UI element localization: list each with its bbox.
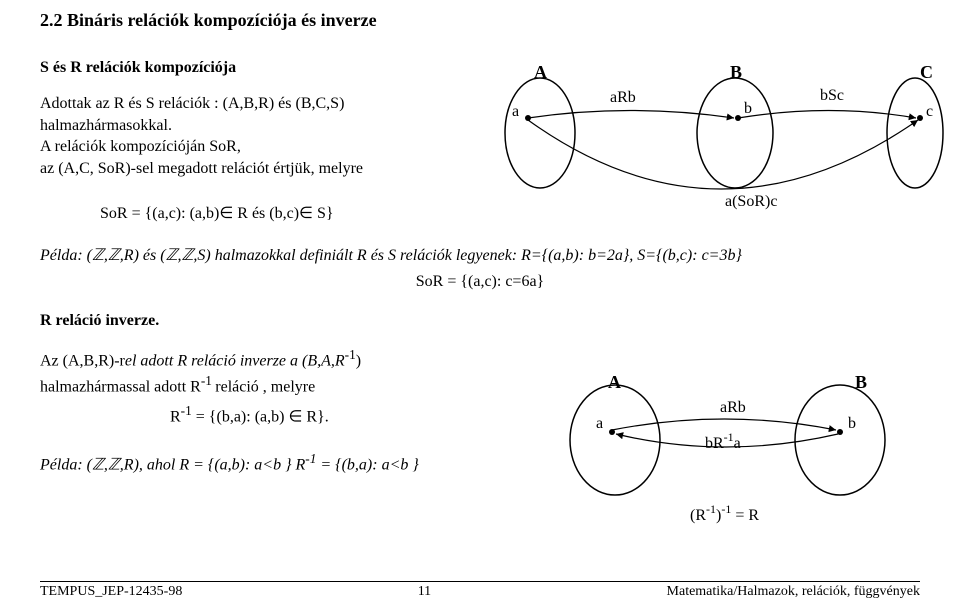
ex2-suffix: = {(b,a): a<b } [316, 456, 418, 473]
footer-center: 11 [418, 584, 431, 600]
subsection-1: S és R relációk kompozíciója [40, 59, 510, 77]
p2a-prefix: Az (A,B,R)-r [40, 352, 125, 369]
footer-right: Matematika/Halmazok, relációk, függvénye… [667, 584, 920, 600]
set-C-blob [887, 78, 943, 188]
label-aRb: aRb [610, 89, 636, 106]
page-footer: TEMPUS_JEP-12435-98 11 Matematika/Halmaz… [40, 581, 920, 600]
p2c-sup: -1 [181, 403, 192, 418]
paragraph-2b: halmazhármassal adott R-1 reláció , mely… [40, 372, 510, 398]
subsection-2: R reláció inverze. [40, 312, 920, 330]
label-aRb2: aRb [720, 399, 746, 416]
label-a: a [512, 103, 519, 120]
set-B-blob [697, 78, 773, 188]
label-a2: a [596, 415, 603, 432]
paragraph-2a: Az (A,B,R)-rel adott R reláció inverze a… [40, 346, 510, 372]
edge-aRb [528, 111, 734, 119]
label-b2: b [848, 415, 856, 432]
composition-diagram: A B C a b c aRb bSc a(SoR)c [500, 58, 940, 258]
section-heading: 2.2 Bináris relációk kompozíciója és inv… [40, 10, 920, 31]
p2b-suffix: reláció , melyre [215, 378, 315, 395]
label-B: B [730, 62, 742, 82]
example-1b: SoR = {(a,c): c=6a} [40, 271, 920, 293]
paragraph-1a: Adottak az R és S relációk : (A,B,R) és … [40, 93, 510, 115]
ex2-sup: -1 [305, 451, 316, 466]
label-bSc: bSc [820, 87, 844, 104]
ex2-prefix: Példa: (ℤ,ℤ,R), ahol R = {(a,b): a<b } R [40, 456, 305, 473]
footer-left: TEMPUS_JEP-12435-98 [40, 584, 182, 600]
edge-aSoRc [528, 120, 918, 189]
label-b: b [744, 100, 752, 117]
inverse-diagram: A B a b aRb bR-1a (R-1)-1 = R [560, 370, 910, 540]
paragraph-1c: A relációk kompozícióján SoR, [40, 136, 510, 158]
edge-aRb2 [612, 419, 836, 430]
p2b-sup: -1 [201, 373, 215, 388]
label-bRinva: bR-1a [705, 430, 741, 452]
p2a-sup: -1 [345, 347, 356, 362]
p2c-prefix: R [170, 408, 181, 425]
label-c: c [926, 103, 933, 120]
p2c-suffix: = {(b,a): (a,b) ∈ R}. [192, 408, 329, 425]
set-A-blob [505, 78, 575, 188]
label-A2: A [608, 372, 621, 392]
paragraph-1d: az (A,C, SoR)-sel megadott relációt értj… [40, 158, 510, 180]
label-C: C [920, 62, 933, 82]
label-aSoRc: a(SoR)c [725, 193, 777, 210]
p2b-prefix: halmazhármassal adott R [40, 378, 201, 395]
label-A: A [534, 62, 547, 82]
p2a-italic: el adott R reláció inverze a (B,A,R [125, 352, 345, 369]
paragraph-1b: halmazhármasokkal. [40, 115, 510, 137]
paragraph-2c: R-1 = {(b,a): (a,b) ∈ R}. [170, 402, 510, 428]
p2a-suffix: ) [356, 352, 361, 369]
label-B2: B [855, 372, 867, 392]
label-Rinvinv: (R-1)-1 = R [690, 502, 759, 524]
